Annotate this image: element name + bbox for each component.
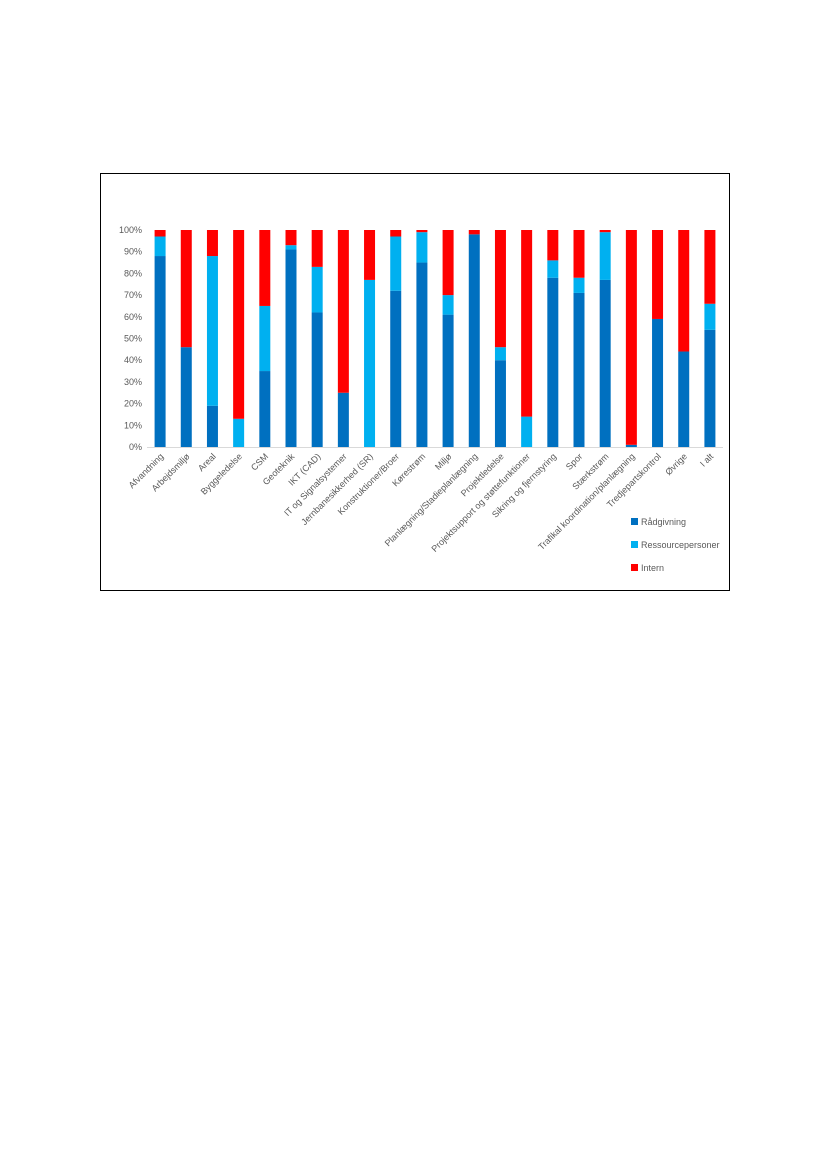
bar-segment	[678, 351, 690, 447]
x-tick-label: CSM	[249, 451, 270, 472]
bar-segment	[442, 295, 454, 315]
bar-segment	[259, 371, 271, 447]
bar-segment	[154, 256, 166, 447]
bar-segment	[652, 230, 664, 319]
x-tick-label: Planlægning/Stadieplanlægning	[383, 451, 480, 548]
y-tick-label: 0%	[129, 442, 142, 452]
bar-segment	[364, 279, 376, 447]
bars	[154, 230, 716, 447]
bar-segment	[390, 230, 402, 237]
bar-segment	[494, 230, 506, 348]
y-tick-label: 60%	[124, 312, 142, 322]
bar-segment	[206, 405, 218, 447]
legend-swatch	[631, 518, 638, 525]
bar-segment	[442, 314, 454, 447]
bar-segment	[704, 230, 716, 304]
bar-segment	[259, 305, 271, 372]
y-tick-label: 20%	[124, 399, 142, 409]
bar-segment	[180, 230, 192, 348]
bar-segment	[442, 230, 454, 296]
bar-segment	[233, 230, 245, 419]
bar-segment	[390, 236, 402, 291]
y-tick-label: 10%	[124, 420, 142, 430]
y-axis: 0% 10% 20% 30% 40% 50% 60% 70% 80% 90% 100%	[119, 225, 723, 452]
bar-segment	[180, 347, 192, 447]
bar-segment	[573, 230, 585, 278]
bar-segment	[233, 418, 245, 447]
bar-segment	[285, 245, 297, 250]
bar-segment	[311, 266, 323, 313]
bar-segment	[390, 290, 402, 447]
bar-segment	[547, 277, 559, 447]
bar-segment	[337, 230, 349, 393]
bar-segment	[468, 234, 480, 447]
bar-segment	[599, 232, 611, 280]
bar-segment	[547, 230, 559, 261]
bar-segment	[625, 230, 637, 445]
bar-segment	[494, 347, 506, 361]
legend-label: Rådgivning	[641, 517, 686, 527]
y-tick-label: 100%	[119, 225, 142, 235]
bar-segment	[416, 230, 428, 233]
y-tick-label: 50%	[124, 334, 142, 344]
y-tick-label: 80%	[124, 268, 142, 278]
bar-segment	[573, 292, 585, 447]
legend-swatch	[631, 564, 638, 571]
bar-segment	[521, 416, 533, 447]
x-tick-label: Miljø	[433, 451, 454, 472]
y-tick-label: 30%	[124, 377, 142, 387]
x-tick-label: Areal	[196, 451, 218, 473]
bar-segment	[311, 230, 323, 267]
legend: Rådgivning Ressourcepersoner Intern	[631, 517, 720, 573]
bar-segment	[206, 230, 218, 257]
bar-segment	[704, 329, 716, 447]
bar-segment	[416, 262, 428, 447]
legend-label: Intern	[641, 563, 664, 573]
x-tick-label: Spor	[564, 451, 585, 472]
x-tick-label: Trafikal koordination/planlægning	[536, 451, 637, 552]
bar-segment	[285, 230, 297, 246]
bar-segment	[206, 256, 218, 406]
bar-segment	[599, 230, 611, 233]
bar-segment	[337, 392, 349, 447]
bar-segment	[154, 230, 166, 237]
bar-segment	[521, 230, 533, 417]
y-tick-label: 70%	[124, 290, 142, 300]
y-tick-label: 40%	[124, 355, 142, 365]
bar-segment	[625, 444, 637, 447]
bar-segment	[547, 260, 559, 278]
legend-label: Ressourcepersoner	[641, 540, 720, 550]
bar-segment	[416, 232, 428, 263]
x-tick-label: Øvrige	[663, 451, 689, 477]
bar-segment	[704, 303, 716, 330]
bar-segment	[311, 312, 323, 447]
x-tick-label: I alt	[698, 451, 716, 469]
bar-segment	[364, 230, 376, 280]
bar-segment	[285, 249, 297, 447]
bar-segment	[259, 230, 271, 306]
bar-segment	[678, 230, 690, 352]
legend-swatch	[631, 541, 638, 548]
bar-segment	[494, 360, 506, 447]
bar-segment	[599, 279, 611, 447]
chart-frame	[100, 173, 730, 591]
bar-segment	[468, 230, 480, 235]
bar-segment	[154, 236, 166, 257]
y-tick-label: 90%	[124, 247, 142, 257]
bar-segment	[652, 318, 664, 447]
bar-segment	[573, 277, 585, 293]
